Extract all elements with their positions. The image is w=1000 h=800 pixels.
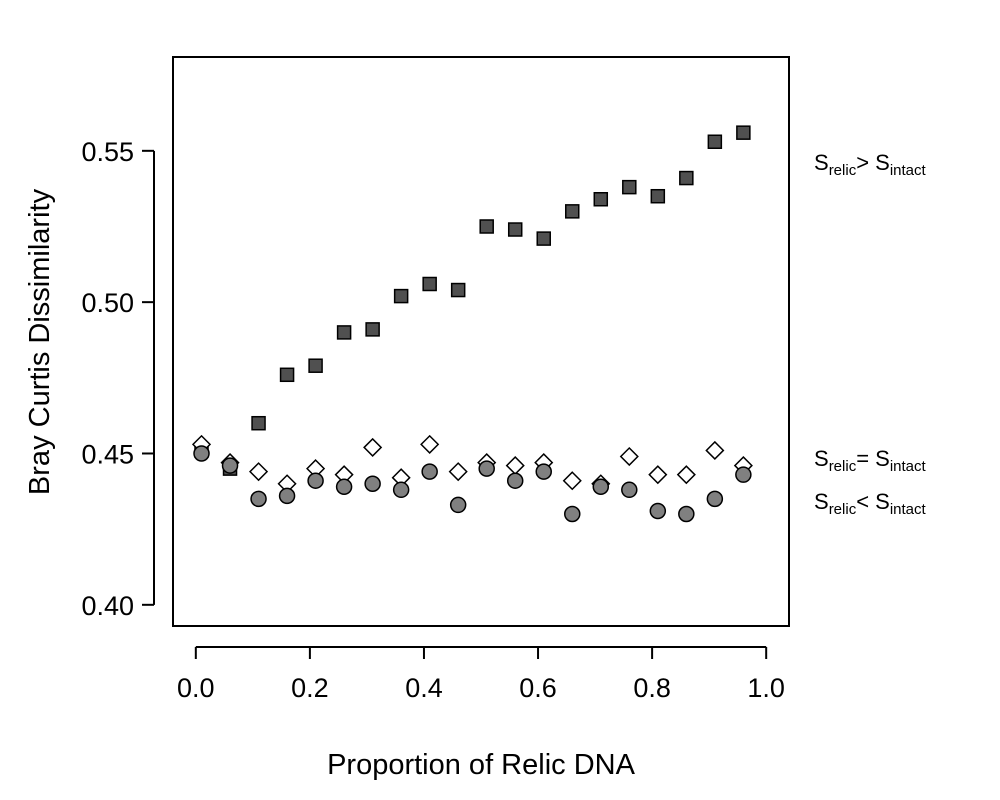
point-square [422,276,437,292]
point-diamond [248,462,269,482]
y-tick-label: 0.55 [81,137,134,167]
point-circle [449,496,467,514]
point-square [393,288,409,304]
point-circle [250,490,267,508]
point-circle [592,478,610,496]
point-diamond [505,456,525,476]
point-square [507,222,523,237]
point-square [251,415,266,431]
x-tick-label: 0.6 [519,673,557,703]
series-labels: Srelic> Sintact Srelic= Sintact Srelic< Si… [814,150,927,518]
point-square [593,192,609,207]
x-tick-label: 1.0 [747,673,785,703]
point-circle [564,505,581,523]
point-square [736,125,751,140]
x-tick-label: 0.4 [405,673,443,703]
point-circle [678,505,695,523]
point-circle [193,445,210,462]
point-circle [392,481,410,499]
point-square [308,358,323,373]
y-tick-label: 0.40 [81,591,134,621]
point-square [536,231,551,246]
point-circle [506,472,524,489]
point-circle [421,463,438,480]
point-diamond [648,465,668,485]
plot-frame [172,56,790,627]
point-diamond [705,440,725,461]
point-circle [649,502,667,520]
point-circle [335,478,353,496]
data-points [191,125,753,523]
point-square [279,367,295,383]
point-circle [478,460,495,477]
point-square [479,219,494,234]
point-circle [621,481,638,499]
point-square [707,134,723,149]
point-diamond [619,446,639,467]
point-diamond [676,465,696,485]
series-label-circle: Srelic< Sintact [814,489,927,518]
y-tick-label: 0.45 [81,439,134,469]
x-tick-label: 0.2 [291,673,329,703]
series-label-diamond: Srelic= Sintact [814,446,927,475]
point-square [365,322,380,337]
point-square [336,325,352,340]
point-diamond [420,434,440,454]
point-circle [364,475,381,492]
point-circle [221,457,239,474]
x-axis: 0.0 0.2 0.4 0.6 0.8 1.0 [177,646,785,703]
point-square [450,282,466,298]
x-tick-label: 0.8 [633,673,671,703]
point-diamond [562,471,582,491]
point-diamond [363,437,383,457]
point-circle [706,490,724,508]
point-circle [735,466,752,483]
series-label-square: Srelic> Sintact [814,150,927,179]
x-axis-title: Proportion of Relic DNA [327,749,635,781]
point-circle [278,487,296,505]
point-diamond [448,462,468,482]
point-circle [307,472,324,489]
x-tick-label: 0.0 [177,673,215,703]
y-axis-title: Bray Curtis Dissimilarity [24,188,56,495]
point-square [565,204,580,219]
point-circle [535,463,552,480]
y-axis: 0.40 0.45 0.50 0.55 [81,137,155,621]
point-square [622,179,637,195]
point-square [679,170,694,186]
y-tick-label: 0.50 [81,288,134,318]
point-square [650,188,666,204]
